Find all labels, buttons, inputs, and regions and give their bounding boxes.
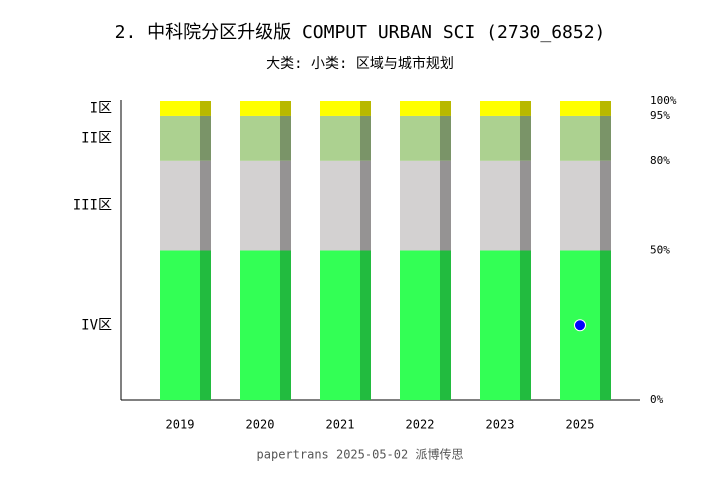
bar-segment bbox=[320, 115, 360, 161]
x-tick-label: 2023 bbox=[486, 418, 515, 432]
marker-dot bbox=[574, 319, 586, 332]
bar-segment bbox=[480, 160, 520, 251]
bar-segment bbox=[320, 101, 360, 116]
bar-segment bbox=[160, 101, 200, 116]
bar-shade bbox=[520, 115, 531, 161]
bar-segment bbox=[160, 160, 200, 251]
bar-shade bbox=[440, 115, 451, 161]
zone-label: IV区 bbox=[81, 317, 112, 333]
bar-segment bbox=[480, 250, 520, 400]
bar-shade bbox=[280, 160, 291, 251]
y-tick-label: 0% bbox=[650, 393, 664, 406]
bar-segment bbox=[400, 160, 440, 251]
bar-segment bbox=[560, 101, 600, 116]
bar-shade bbox=[440, 101, 451, 116]
chart-title: 2. 中科院分区升级版 COMPUT URBAN SCI (2730_6852) bbox=[115, 22, 606, 43]
bar-shade bbox=[360, 250, 371, 400]
bar-shade bbox=[440, 160, 451, 251]
bar-segment bbox=[240, 250, 280, 400]
bar-segment bbox=[320, 160, 360, 251]
bar-shade bbox=[360, 160, 371, 251]
y-tick-label: 50% bbox=[650, 244, 670, 257]
bar-shade bbox=[520, 160, 531, 251]
bar-shade bbox=[200, 160, 211, 251]
footer: papertrans 2025-05-02 派博传思 bbox=[257, 447, 464, 462]
bar-shade bbox=[440, 250, 451, 400]
x-tick-label: 2025 bbox=[566, 418, 595, 432]
bar-shade bbox=[360, 115, 371, 161]
x-tick-label: 2020 bbox=[246, 418, 275, 432]
bar-shade bbox=[520, 101, 531, 116]
bar-segment bbox=[560, 115, 600, 161]
bar-segment bbox=[480, 101, 520, 116]
y-tick-label: 100% bbox=[650, 94, 677, 107]
bar-segment bbox=[160, 115, 200, 161]
bar-segment bbox=[560, 160, 600, 251]
bar-segment bbox=[240, 101, 280, 116]
bar-shade bbox=[200, 250, 211, 400]
bar-shade bbox=[520, 250, 531, 400]
bar-segment bbox=[400, 101, 440, 116]
bar-segment bbox=[400, 115, 440, 161]
bar-shade bbox=[280, 101, 291, 116]
bar-shade bbox=[600, 250, 611, 400]
y-tick-label: 80% bbox=[650, 154, 670, 167]
bar-segment bbox=[320, 250, 360, 400]
bar-segment bbox=[240, 115, 280, 161]
x-tick-label: 2019 bbox=[166, 418, 195, 432]
bar-shade bbox=[200, 115, 211, 161]
bar-segment bbox=[480, 115, 520, 161]
zone-label: III区 bbox=[73, 198, 112, 214]
y-tick-label: 95% bbox=[650, 109, 670, 122]
bar-shade bbox=[280, 250, 291, 400]
bar-segment bbox=[400, 250, 440, 400]
bar-shade bbox=[600, 101, 611, 116]
bar-shade bbox=[600, 160, 611, 251]
x-tick-label: 2022 bbox=[406, 418, 435, 432]
bar-segment bbox=[160, 250, 200, 400]
zone-label: II区 bbox=[81, 130, 112, 146]
zone-label: I区 bbox=[90, 100, 112, 116]
bar-shade bbox=[280, 115, 291, 161]
bar-shade bbox=[600, 115, 611, 161]
bar-shade bbox=[360, 101, 371, 116]
bar-shade bbox=[200, 101, 211, 116]
x-tick-label: 2021 bbox=[326, 418, 355, 432]
bar-segment bbox=[240, 160, 280, 251]
chart-subtitle: 大类: 小类: 区域与城市规划 bbox=[266, 55, 454, 72]
